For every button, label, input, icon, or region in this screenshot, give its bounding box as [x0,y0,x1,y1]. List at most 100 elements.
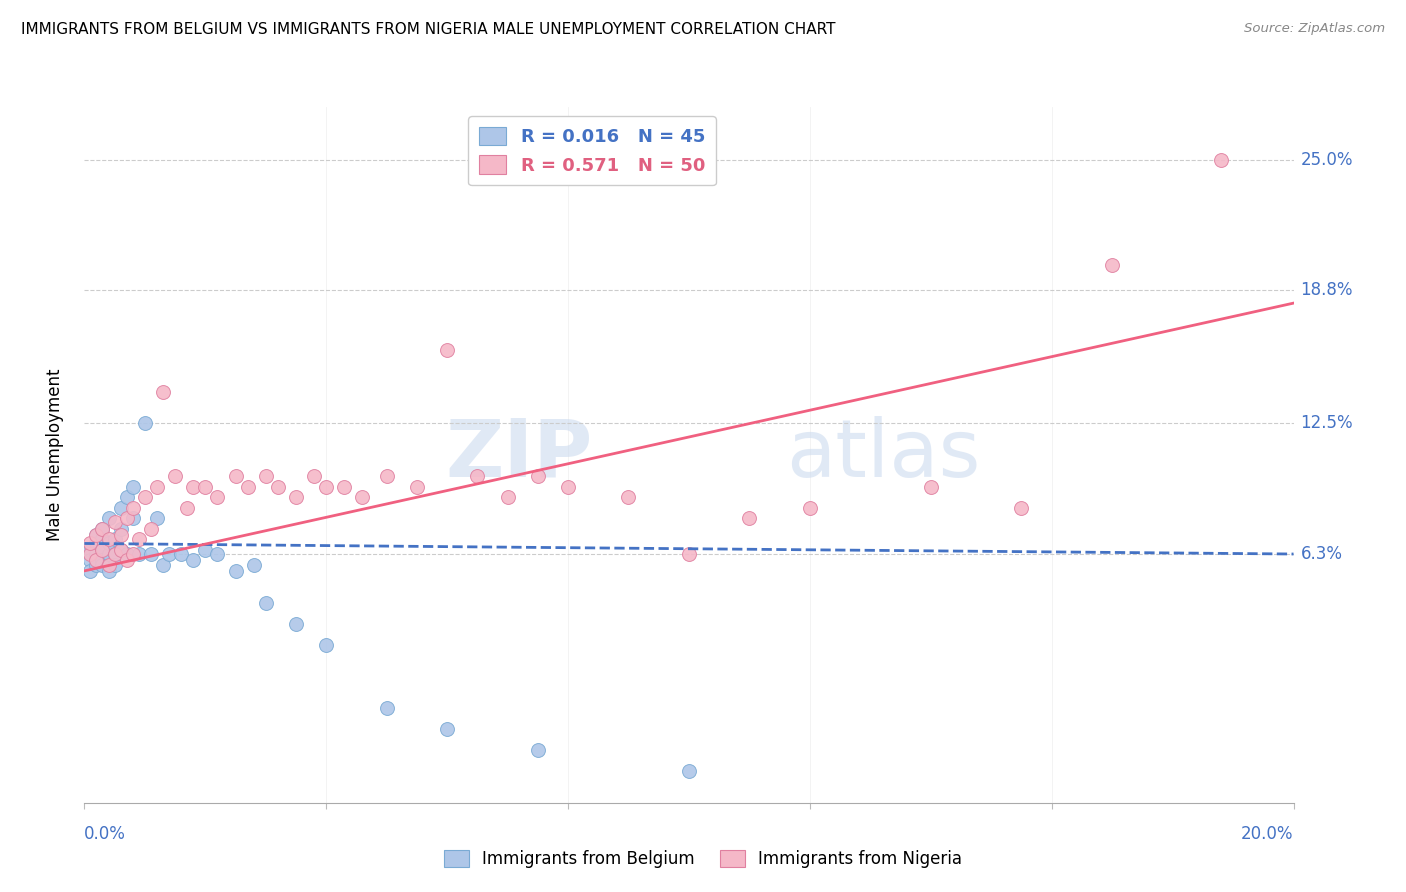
Point [146,479,169,493]
Point [170,547,193,561]
Point [181,553,204,567]
Point [110,500,132,515]
Point [86,536,108,550]
Point [920,479,942,493]
Point [104,558,127,572]
Point [1209,153,1232,167]
Text: atlas: atlas [786,416,980,494]
Point [617,490,640,504]
Point [79,564,101,578]
Text: Source: ZipAtlas.com: Source: ZipAtlas.com [1244,22,1385,36]
Point [79,536,101,550]
Point [110,542,132,557]
Point [526,743,548,757]
Point [97,558,120,572]
Point [91,558,114,572]
Point [91,553,114,567]
Point [139,522,162,536]
Point [207,547,229,561]
Point [557,479,579,493]
Point [375,701,398,715]
Point [104,516,127,530]
Point [97,511,120,525]
Point [110,522,132,536]
Point [115,511,138,525]
Point [207,490,229,504]
Point [436,722,458,736]
Point [97,536,120,550]
Point [104,533,127,547]
Point [121,511,143,525]
Point [86,558,108,572]
Text: ZIP: ZIP [444,416,592,494]
Point [163,469,186,483]
Point [91,522,114,536]
Point [242,558,264,572]
Point [181,479,204,493]
Point [254,469,277,483]
Point [115,547,138,561]
Legend: R = 0.016   N = 45, R = 0.571   N = 50: R = 0.016 N = 45, R = 0.571 N = 50 [468,116,716,186]
Point [115,490,138,504]
Text: 0.0%: 0.0% [84,825,127,843]
Point [110,528,132,542]
Point [146,511,169,525]
Text: 12.5%: 12.5% [1301,414,1353,433]
Point [91,522,114,536]
Point [121,479,143,493]
Point [236,479,259,493]
Point [284,616,308,631]
Point [352,490,374,504]
Point [104,547,127,561]
Point [176,500,198,515]
Point [134,490,156,504]
Point [121,500,143,515]
Point [194,479,217,493]
Point [406,479,429,493]
Point [97,533,120,547]
Point [467,469,489,483]
Point [91,533,114,547]
Point [284,490,308,504]
Point [79,553,101,567]
Point [315,479,337,493]
Point [91,542,114,557]
Point [86,528,108,542]
Point [128,533,150,547]
Point [526,469,548,483]
Point [152,558,174,572]
Point [157,547,180,561]
Text: 20.0%: 20.0% [1241,825,1294,843]
Text: 6.3%: 6.3% [1301,545,1343,563]
Point [152,384,174,399]
Point [1010,500,1032,515]
Text: 25.0%: 25.0% [1301,151,1353,169]
Point [115,553,138,567]
Text: IMMIGRANTS FROM BELGIUM VS IMMIGRANTS FROM NIGERIA MALE UNEMPLOYMENT CORRELATION: IMMIGRANTS FROM BELGIUM VS IMMIGRANTS FR… [21,22,835,37]
Point [139,547,162,561]
Point [86,547,108,561]
Point [302,469,325,483]
Point [496,490,519,504]
Point [267,479,290,493]
Point [134,417,156,431]
Point [1101,258,1123,272]
Point [86,528,108,542]
Point [86,553,108,567]
Point [799,500,821,515]
Legend: Immigrants from Belgium, Immigrants from Nigeria: Immigrants from Belgium, Immigrants from… [437,843,969,875]
Point [104,547,127,561]
Point [678,764,700,779]
Point [315,638,337,652]
Y-axis label: Male Unemployment: Male Unemployment [45,368,63,541]
Point [194,542,217,557]
Point [678,547,700,561]
Text: 18.8%: 18.8% [1301,282,1353,300]
Point [79,547,101,561]
Point [375,469,398,483]
Point [97,564,120,578]
Point [128,547,150,561]
Point [333,479,356,493]
Point [738,511,761,525]
Point [91,542,114,557]
